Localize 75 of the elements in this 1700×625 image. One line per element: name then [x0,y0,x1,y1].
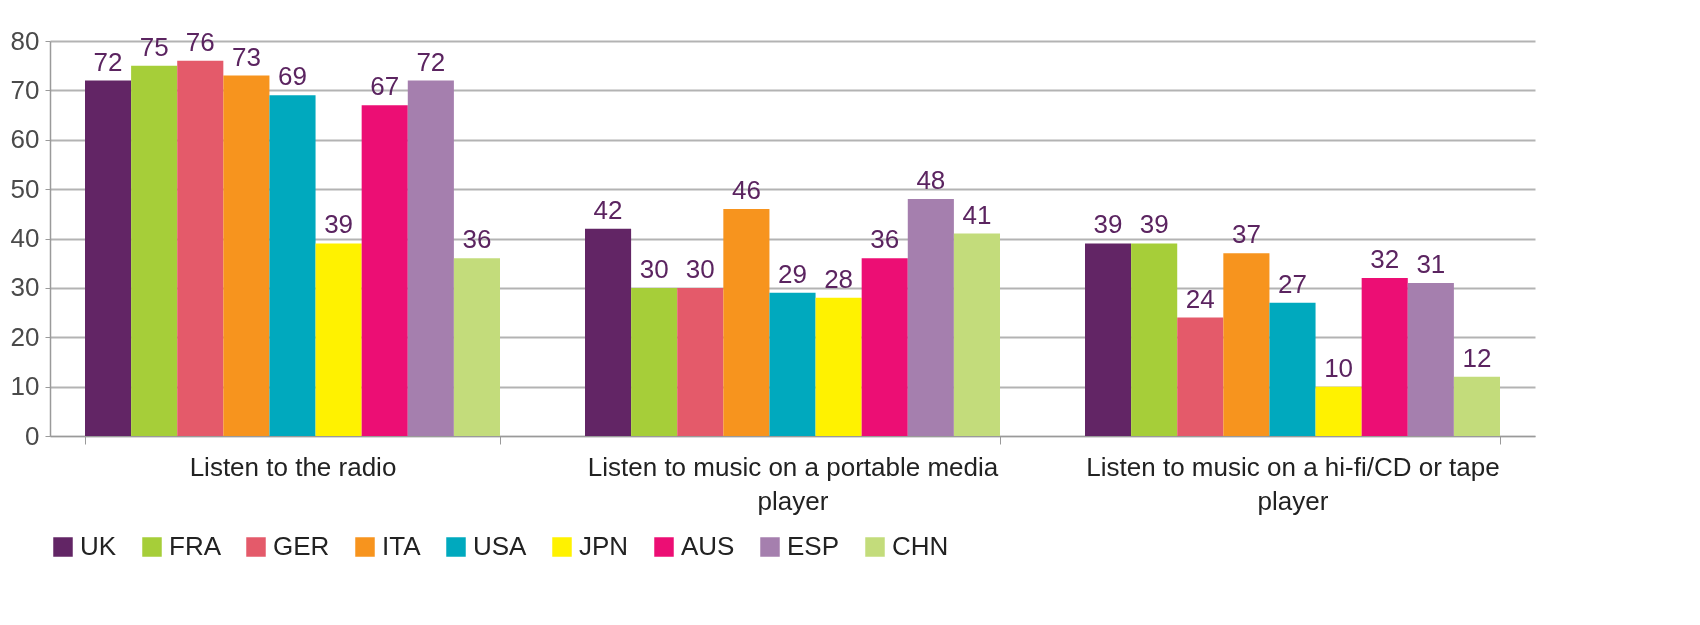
legend-label: FRA [169,531,222,561]
data-label: 30 [639,253,669,284]
bar [585,228,632,436]
data-label: 30 [685,253,715,284]
data-label: 12 [1462,342,1492,373]
legend-label: ESP [787,531,840,561]
data-label: 72 [93,46,123,77]
data-label: 76 [185,26,215,57]
data-label: 10 [1324,352,1354,383]
y-tick-label: 30 [10,272,40,303]
bar [815,297,862,436]
bar [1407,282,1454,436]
data-label: 69 [278,61,307,92]
bar [453,258,500,436]
bar [223,75,270,436]
legend-label: JPN [579,531,629,561]
x-tick-label: Listen to the radio [189,451,397,482]
bar [907,199,954,436]
bar [769,292,816,436]
bar [1315,386,1362,436]
x-tick-label: Listen to music on a portable media player [587,451,999,516]
bar [1223,253,1270,436]
data-label: 46 [731,174,761,205]
data-label: 72 [416,46,446,77]
y-tick-label: 60 [10,124,40,155]
y-tick-label: 70 [10,74,40,105]
data-label: 75 [139,31,169,62]
bar [131,65,178,436]
bar [269,95,316,436]
bar [1361,278,1408,436]
bar [85,80,132,436]
legend-label: USA [473,531,528,561]
bar [861,258,908,436]
y-tick-label: 10 [10,371,40,402]
bar [361,105,408,436]
data-label: 29 [778,258,807,289]
y-tick-label: 20 [10,321,40,352]
bar [1177,317,1224,436]
bar [1085,243,1132,436]
legend-label: UK [80,531,117,561]
data-label: 36 [462,224,492,255]
legend-label: AUS [681,531,735,561]
data-label: 36 [870,224,900,255]
data-label: 48 [916,165,946,195]
data-label: 39 [1093,209,1123,240]
bar [1269,302,1316,436]
data-label: 42 [593,194,623,225]
x-tick-label: Listen to music on a hi-fi/CD or tape player [1086,451,1500,516]
y-tick-label: 80 [10,25,40,56]
bar [677,287,724,436]
data-label: 39 [324,209,354,240]
data-label: 41 [962,199,992,230]
data-label: 31 [1416,248,1446,279]
y-tick-label: 50 [10,173,40,204]
bar [953,233,1000,436]
data-label: 39 [1139,209,1169,240]
bar [631,287,678,436]
bar [407,80,454,436]
bar [315,243,362,436]
bar [1131,243,1178,436]
bar [1453,376,1500,436]
legend-label: CHN [892,531,949,561]
data-label: 67 [370,71,400,102]
data-label: 24 [1185,283,1215,314]
data-label: 37 [1231,219,1261,250]
legend-label: GER [273,531,330,561]
legend-label: ITA [382,531,422,561]
y-tick-label: 40 [10,223,40,253]
data-label: 73 [231,41,261,72]
bar [177,60,224,436]
y-tick-label: 0 [25,420,40,451]
data-label: 32 [1370,244,1400,274]
bar [723,208,770,436]
data-label: 27 [1278,268,1307,299]
data-label: 28 [824,263,854,294]
